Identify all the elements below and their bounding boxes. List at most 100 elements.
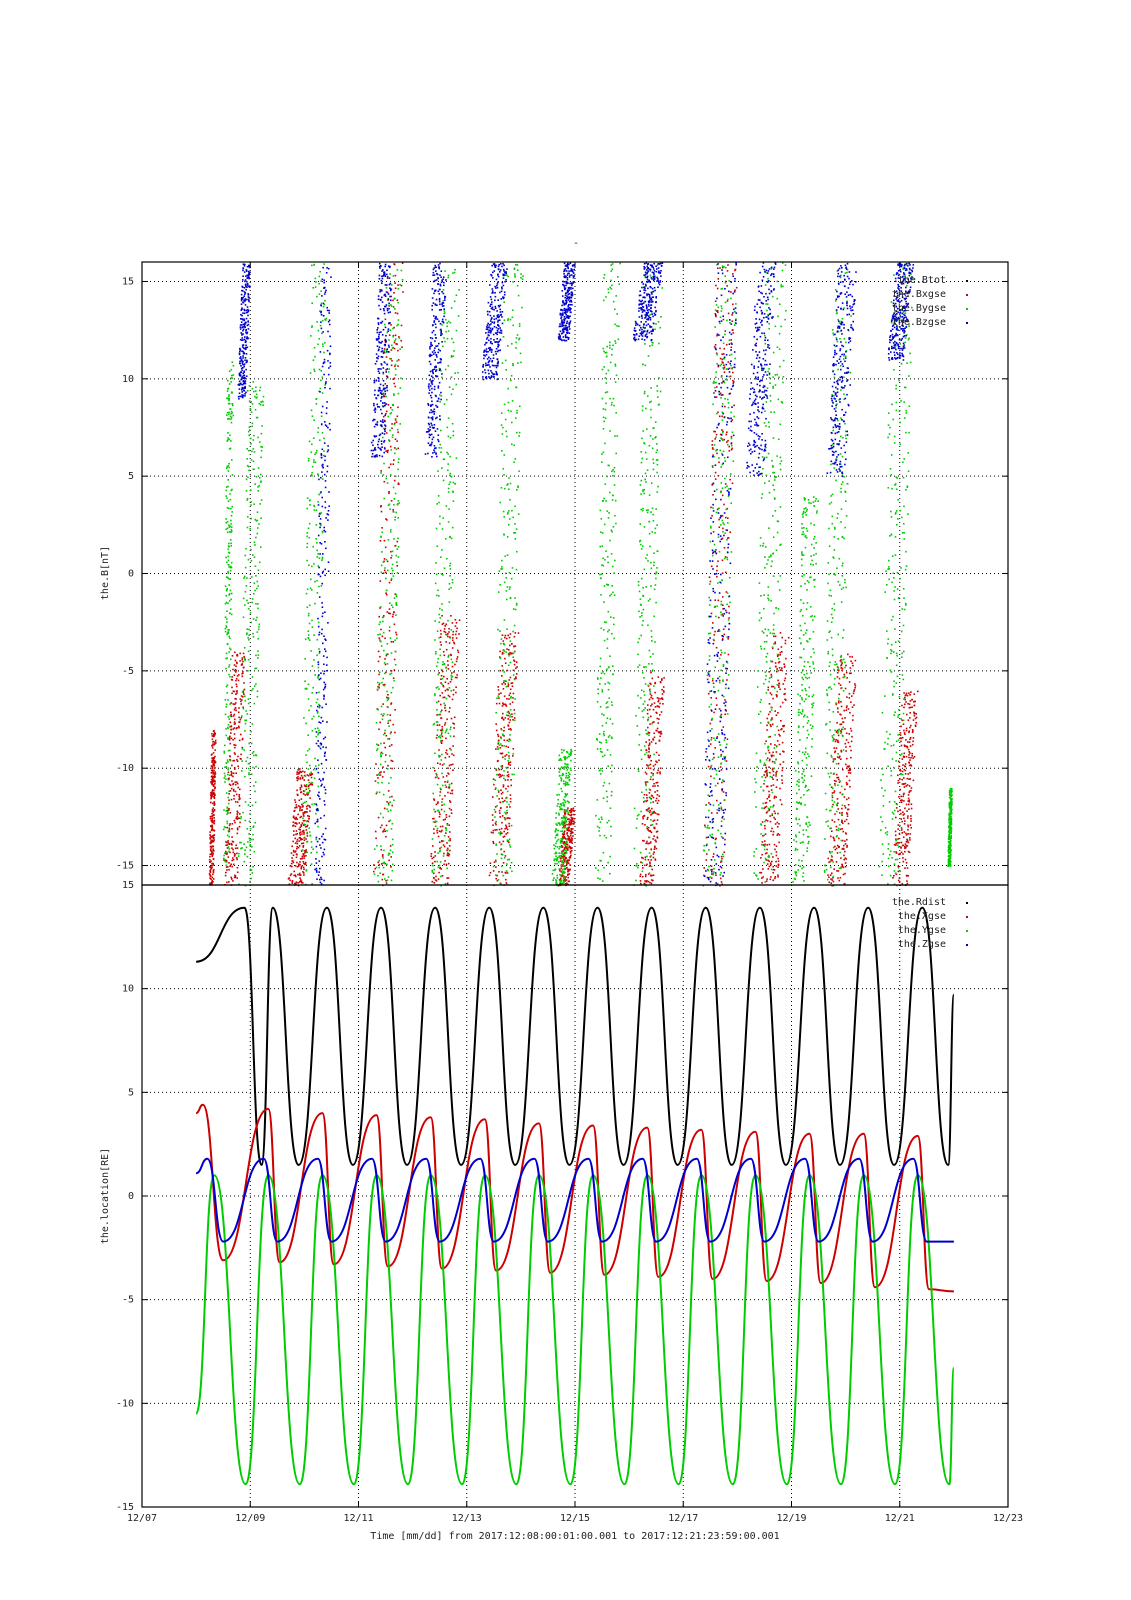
scatter-point [491, 328, 493, 331]
scatter-point [230, 770, 233, 773]
scatter-point [242, 652, 245, 655]
scatter-point [391, 869, 394, 872]
scatter-point [439, 303, 441, 306]
scatter-point [313, 634, 315, 636]
scatter-point [388, 439, 390, 441]
scatter-point [397, 301, 399, 304]
scatter-point [387, 504, 390, 507]
scatter-point [436, 356, 438, 358]
scatter-point [390, 579, 393, 581]
scatter-point [380, 265, 382, 267]
scatter-point [498, 776, 501, 778]
scatter-point [492, 354, 495, 356]
scatter-point [211, 769, 214, 772]
scatter-point [379, 607, 381, 609]
scatter-point [315, 845, 318, 848]
scatter-point [497, 268, 500, 270]
scatter-point [438, 320, 440, 323]
scatter-point [483, 350, 486, 352]
scatter-point [234, 768, 236, 770]
scatter-point [320, 672, 322, 674]
scatter-point [226, 610, 228, 612]
scatter-point [386, 863, 388, 866]
scatter-point [246, 331, 249, 334]
scatter-point [325, 746, 327, 749]
scatter-point [320, 543, 323, 545]
scatter-point [436, 831, 439, 834]
scatter-point [380, 449, 382, 451]
scatter-point [385, 412, 387, 415]
scatter-point [559, 840, 562, 842]
scatter-point [504, 280, 506, 283]
scatter-point [444, 781, 446, 783]
scatter-point [499, 773, 501, 776]
scatter-point [433, 426, 435, 429]
scatter-point [242, 329, 244, 332]
scatter-point [305, 788, 308, 791]
scatter-point [315, 398, 318, 400]
scatter-point [487, 369, 490, 372]
scatter-point [324, 574, 326, 577]
scatter-point [390, 529, 392, 531]
scatter-point [573, 810, 575, 812]
scatter-point [565, 816, 568, 819]
scatter-point [238, 674, 240, 676]
scatter-point [235, 772, 237, 774]
scatter-point [439, 288, 441, 291]
scatter-point [496, 805, 498, 807]
scatter-point [231, 823, 234, 825]
scatter-point [247, 698, 250, 700]
scatter-point [428, 389, 431, 391]
scatter-point [226, 390, 229, 392]
scatter-point [389, 755, 391, 757]
scatter-point [381, 718, 384, 721]
scatter-point [213, 830, 216, 832]
scatter-point [512, 674, 515, 676]
scatter-point [505, 754, 508, 756]
scatter-point [233, 713, 236, 716]
scatter-point [508, 518, 511, 520]
scatter-point [437, 264, 440, 266]
scatter-point [500, 775, 502, 778]
scatter-point [234, 707, 237, 709]
scatter-point [256, 511, 259, 513]
scatter-point [489, 329, 492, 332]
scatter-point [563, 805, 566, 807]
scatter-point [384, 448, 386, 450]
scatter-point [225, 871, 227, 874]
scatter-point [487, 334, 490, 336]
scatter-point [513, 712, 516, 715]
scatter-point [439, 867, 441, 870]
scatter-point [227, 464, 230, 467]
scatter-point [235, 679, 237, 682]
scatter-point [227, 812, 229, 814]
scatter-point [395, 633, 398, 636]
scatter-point [515, 347, 517, 349]
scatter-point [386, 611, 389, 613]
scatter-point [236, 661, 238, 664]
scatter-point [232, 728, 235, 730]
scatter-point [246, 311, 249, 314]
scatter-point [374, 363, 377, 365]
scatter-point [244, 730, 246, 732]
scatter-point [506, 268, 508, 270]
scatter-point [243, 370, 245, 373]
scatter-point [489, 332, 492, 334]
scatter-point [500, 729, 503, 731]
scatter-point [396, 269, 399, 271]
scatter-point [244, 387, 246, 389]
scatter-point [383, 272, 386, 275]
scatter-point [384, 571, 387, 574]
scatter-point [229, 755, 231, 758]
scatter-point [450, 812, 453, 814]
scatter-point [314, 461, 317, 464]
scatter-point [397, 319, 400, 321]
scatter-point [377, 405, 379, 408]
scatter-point [520, 273, 522, 275]
scatter-point [309, 835, 311, 837]
scatter-point [315, 509, 318, 511]
scatter-point [564, 811, 567, 813]
scatter-point [437, 852, 439, 854]
scatter-point [450, 782, 453, 785]
scatter-point [255, 654, 257, 657]
